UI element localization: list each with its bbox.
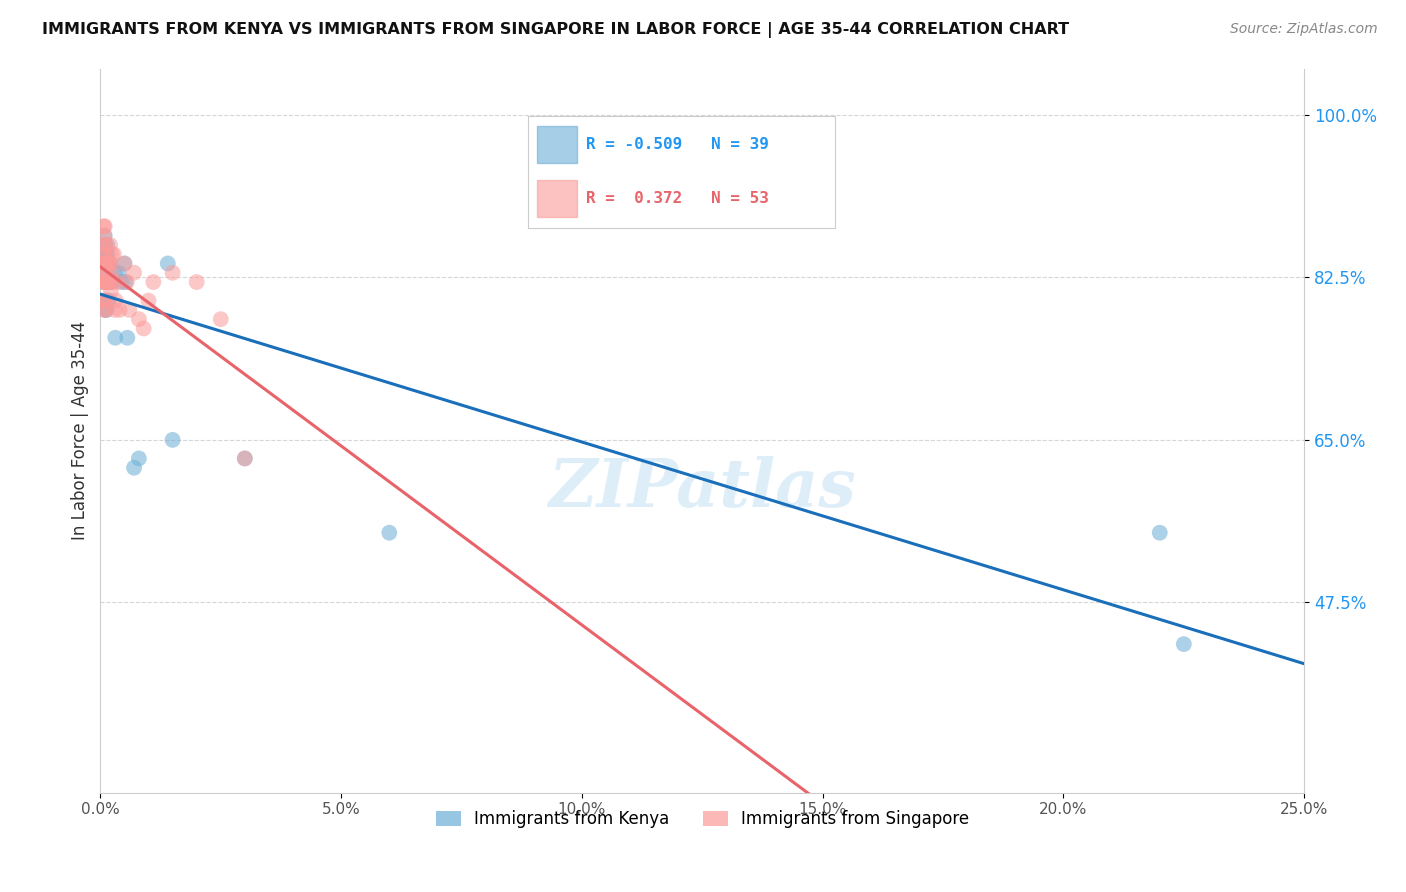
Point: [93, 275, 115, 289]
Point: [93, 275, 115, 289]
Text: Source: ZipAtlas.com: Source: ZipAtlas.com: [1230, 22, 1378, 37]
Point: [96, 256, 118, 270]
Point: [97, 293, 120, 308]
Point: [93, 219, 115, 234]
Point: [93, 219, 115, 234]
Point: [110, 275, 132, 289]
Point: [186, 275, 208, 289]
Point: [93, 302, 115, 317]
Point: [94, 293, 117, 308]
Point: [156, 256, 179, 270]
Point: [94, 302, 117, 317]
Point: [112, 256, 135, 270]
Point: [1173, 637, 1195, 651]
Point: [97, 275, 120, 289]
Point: [93, 275, 115, 289]
Point: [97, 256, 120, 270]
Point: [98, 238, 121, 252]
Point: [132, 321, 155, 335]
Point: [97, 293, 120, 308]
Point: [94, 256, 117, 270]
Point: [94, 275, 117, 289]
Point: [96, 293, 118, 308]
Point: [94, 238, 117, 252]
Point: [98, 275, 121, 289]
Point: [100, 256, 122, 270]
Point: [93, 247, 115, 261]
Point: [93, 238, 115, 252]
Point: [101, 247, 124, 261]
Point: [96, 238, 118, 252]
Point: [104, 266, 127, 280]
Point: [93, 247, 115, 261]
Point: [93, 228, 115, 243]
Point: [96, 275, 118, 289]
Point: [96, 302, 118, 317]
Point: [97, 275, 120, 289]
Point: [209, 312, 232, 326]
Text: ZIPatlas: ZIPatlas: [548, 456, 856, 521]
Point: [93, 275, 115, 289]
Point: [94, 275, 117, 289]
Point: [103, 247, 125, 261]
Point: [94, 247, 117, 261]
Point: [93, 293, 115, 308]
Point: [107, 266, 129, 280]
Point: [112, 256, 135, 270]
Point: [94, 275, 117, 289]
Point: [128, 451, 150, 466]
Point: [94, 238, 117, 252]
Point: [142, 275, 165, 289]
Point: [93, 256, 115, 270]
Point: [96, 266, 118, 280]
Point: [233, 451, 256, 466]
Point: [94, 275, 117, 289]
Point: [93, 266, 115, 280]
Point: [97, 256, 120, 270]
Point: [378, 525, 401, 540]
Point: [94, 256, 117, 270]
Point: [104, 302, 127, 317]
Point: [1149, 525, 1171, 540]
Point: [117, 331, 139, 345]
Point: [98, 256, 121, 270]
Point: [98, 275, 121, 289]
Point: [115, 275, 138, 289]
Point: [100, 285, 122, 299]
Point: [94, 275, 117, 289]
Point: [108, 302, 131, 317]
Point: [93, 228, 115, 243]
Point: [96, 275, 118, 289]
Point: [94, 256, 117, 270]
Point: [104, 293, 127, 308]
Point: [104, 331, 127, 345]
Point: [162, 266, 184, 280]
Text: IMMIGRANTS FROM KENYA VS IMMIGRANTS FROM SINGAPORE IN LABOR FORCE | AGE 35-44 CO: IMMIGRANTS FROM KENYA VS IMMIGRANTS FROM…: [42, 22, 1070, 38]
Point: [97, 275, 120, 289]
Point: [98, 256, 121, 270]
Point: [122, 460, 145, 475]
Point: [94, 302, 117, 317]
Point: [93, 247, 115, 261]
Point: [128, 312, 150, 326]
Point: [97, 247, 120, 261]
Point: [101, 275, 124, 289]
Y-axis label: In Labor Force | Age 35-44: In Labor Force | Age 35-44: [72, 321, 89, 541]
Point: [94, 293, 117, 308]
Point: [162, 433, 184, 447]
Point: [105, 275, 128, 289]
Legend: Immigrants from Kenya, Immigrants from Singapore: Immigrants from Kenya, Immigrants from S…: [429, 804, 976, 835]
Point: [138, 293, 160, 308]
Point: [114, 275, 136, 289]
Point: [118, 302, 141, 317]
Point: [93, 266, 115, 280]
Point: [100, 275, 122, 289]
Point: [122, 266, 145, 280]
Point: [96, 256, 118, 270]
Point: [100, 266, 122, 280]
Point: [93, 256, 115, 270]
Point: [233, 451, 256, 466]
